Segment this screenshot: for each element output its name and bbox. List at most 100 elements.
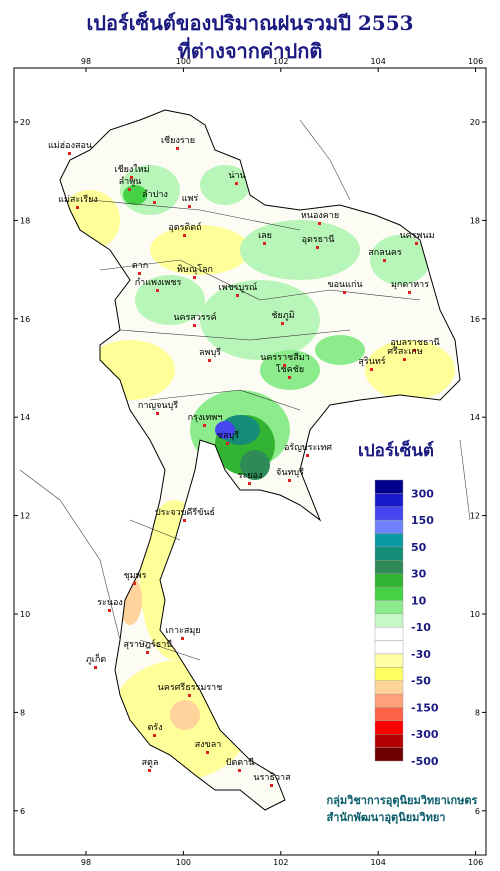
place-label: ชลบุรี [217,430,239,441]
lon-label: 100 [176,57,191,66]
place-label: อุตรดิตถ์ [168,221,201,233]
station-dot [208,359,211,362]
place-label: ประจวบคีรีขันธ์ [155,506,215,518]
place-label: นครราชสีมา [260,352,309,363]
legend-label: -30 [411,648,431,661]
legend-swatch [374,519,404,534]
station-dot [146,651,149,654]
lat-label: 8 [475,708,480,717]
lon-label: 106 [468,57,483,66]
station-dot [281,322,284,325]
legend-swatch [374,747,404,762]
place-label: ลำพูน [119,176,142,187]
station-dot [183,519,186,522]
place-label: ลำปาง [142,189,168,200]
station-dot [153,734,156,737]
place-label: สกลนคร [368,248,402,258]
legend-swatch [374,493,404,507]
station-dot [138,272,141,275]
place-label: เกาะสมุย [165,626,200,636]
legend-swatch [374,600,404,615]
station-dot [133,582,136,585]
place-label: เพชรบูรณ์ [219,281,258,293]
station-dot [156,289,159,292]
station-dot [306,454,309,457]
place-label: กำแพงเพชร [135,277,182,288]
place-label: หนองคาย [301,211,339,221]
place-label: อุบลราชธานี [390,337,439,348]
place-label: แม่ฮ่องสอน [48,141,92,151]
place-label: พิษณุโลก [177,264,213,275]
station-dot [76,206,79,209]
lon-label: 102 [273,57,288,66]
credit-line: กลุ่มวิชาการอุตุนิยมวิทยาเกษตร [327,794,478,808]
place-label: เชียงราย [161,135,195,146]
province-borders [89,199,421,661]
station-dot [238,769,241,772]
station-dot [288,376,291,379]
station-dot [316,246,319,249]
legend-label: -10 [411,621,431,634]
place-label: นครพนม [399,231,434,241]
legend-swatch [374,640,404,655]
legend-label: -500 [411,755,439,768]
place-label: ศรีสะเกษ [387,346,422,357]
lat-label: 18 [470,216,480,225]
legend-swatch [374,707,404,722]
place-label: ตรัง [147,723,162,733]
station-dot [156,412,159,415]
place-label: แม่สะเรียง [58,194,98,205]
legend-label: 300 [411,487,434,500]
station-dot [263,242,266,245]
place-label: นครสวรรค์ [173,311,216,323]
station-dot [203,424,206,427]
legend-swatch [374,613,404,628]
place-label: สุรินทร์ [358,355,385,367]
place-label: ชุมพร [124,571,147,581]
lat-label: 8 [20,708,25,717]
legend-label: -300 [411,728,439,741]
station-dot [128,188,131,191]
lat-label: 16 [20,315,30,324]
place-label: นราธิวาส [253,772,291,783]
place-label: กรุงเทพฯ [188,413,223,423]
legend-swatch [374,653,404,668]
legend-swatch [374,720,404,735]
station-dot [94,666,97,669]
place-label: ขอนแก่น [327,280,362,290]
station-dot [318,222,321,225]
station-dot [403,358,406,361]
station-dot [130,176,133,179]
lat-label: 20 [20,118,30,127]
place-label: อุดรธานี [302,234,335,245]
lat-label: 6 [475,807,480,816]
place-label: เลย [258,231,272,241]
station-dot [408,291,411,294]
place-label: เชียงใหม่ [114,164,149,175]
title-line: ที่ต่างจากค่าปกติ [178,36,323,63]
station-dot [153,201,156,204]
place-label: สตูล [142,758,159,768]
place-label: ภูเก็ต [86,652,106,665]
station-dot [370,368,373,371]
lon-label: 98 [81,858,91,867]
station-dot [148,769,151,772]
legend-swatch [374,693,404,708]
legend-label: 30 [411,568,427,581]
station-dot [236,294,239,297]
lon-label: 100 [176,858,191,867]
legend-swatch [374,533,404,548]
place-label: ระนอง [97,598,123,608]
place-label: แพร่ [182,194,199,204]
place-label: จันทบุรี [276,467,304,478]
lat-label: 16 [470,315,480,324]
station-dot [108,609,111,612]
lon-label: 104 [371,57,386,66]
place-label: กาญจนบุรี [138,400,178,411]
legend-label: -150 [411,701,439,714]
station-dot [248,482,251,485]
legend-swatch [374,506,404,521]
